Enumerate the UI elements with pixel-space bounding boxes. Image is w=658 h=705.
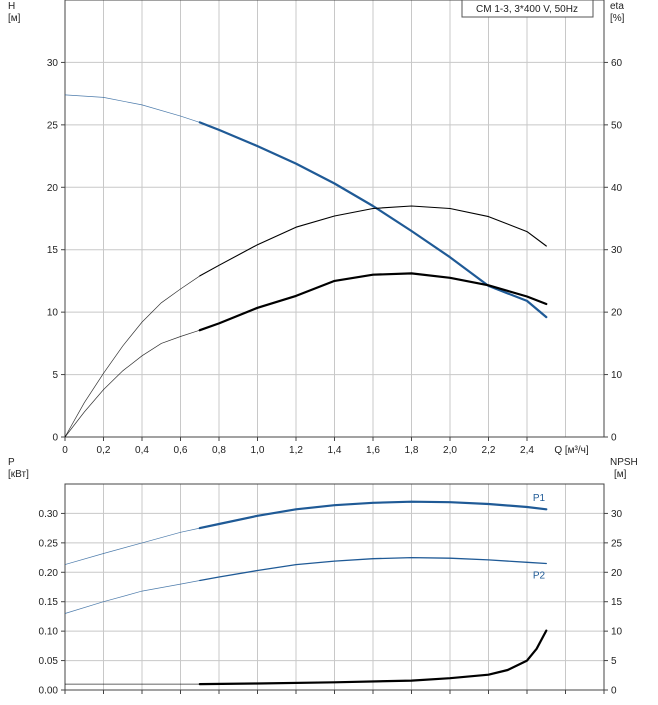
y-tick-label-right: 5 <box>611 656 617 667</box>
y-tick-label-right: 30 <box>611 245 623 256</box>
x-tick-label: 1,4 <box>328 445 342 456</box>
y-tick-label-left: 0.05 <box>39 656 59 667</box>
series-line-h <box>198 121 548 319</box>
x-tick-label: 1,6 <box>366 445 380 456</box>
y-axis-label-right: eta <box>610 1 624 12</box>
y-tick-label-left: 0.10 <box>39 627 59 638</box>
y-tick-label-right: 30 <box>611 509 623 520</box>
y-tick-label-right: 20 <box>611 308 623 319</box>
y-tick-label-right: 15 <box>611 597 623 608</box>
y-tick-label-left: 0.30 <box>39 509 59 520</box>
x-tick-label: 0,6 <box>174 445 188 456</box>
series-line-p1 <box>198 500 548 530</box>
x-tick-label: 1,0 <box>251 445 265 456</box>
y-tick-label-left: 20 <box>47 183 59 194</box>
y-axis-label-left: P <box>8 457 15 468</box>
y-tick-label-left: 15 <box>47 245 59 256</box>
y-tick-label-right: 60 <box>611 58 623 69</box>
x-tick-label: 0 <box>62 445 68 456</box>
title-box <box>461 0 594 18</box>
y-tick-label-right: 50 <box>611 120 623 131</box>
y-tick-label-left: 0.25 <box>39 538 59 549</box>
y-tick-label-left: 25 <box>47 120 59 131</box>
y-axis-label-right: NPSH <box>610 457 638 468</box>
series-line-h-extended <box>64 94 200 123</box>
y-tick-label-left: 10 <box>47 308 59 319</box>
y-tick-label-right: 0 <box>611 433 617 444</box>
y-tick-label-left: 30 <box>47 58 59 69</box>
y-axis-unit-right: [м] <box>614 469 627 480</box>
chart-title: CM 1-3, 3*400 V, 50Hz <box>476 4 578 15</box>
y-tick-label-right: 10 <box>611 627 623 638</box>
x-tick-label: 2,2 <box>482 445 496 456</box>
y-axis-label-left: H <box>8 1 15 12</box>
series-line-p2 <box>199 556 547 582</box>
series-line-p1-extended <box>64 527 200 565</box>
x-tick-label: 0,8 <box>212 445 226 456</box>
x-tick-label: 1,2 <box>289 445 303 456</box>
series-line-npsh <box>198 629 548 686</box>
y-tick-label-left: 0.00 <box>39 686 59 697</box>
y-tick-label-left: 5 <box>52 370 58 381</box>
y-axis-unit-left: [кВт] <box>8 469 29 480</box>
y-tick-label-right: 0 <box>611 686 617 697</box>
x-tick-label: 0,2 <box>97 445 111 456</box>
y-tick-label-right: 20 <box>611 568 623 579</box>
series-line-eta <box>198 272 548 332</box>
y-tick-label-left: 0.20 <box>39 568 59 579</box>
series-label-p1: P1 <box>533 493 546 504</box>
x-tick-label: 0,4 <box>135 445 149 456</box>
y-axis-unit-left: [м] <box>8 13 21 24</box>
series-label-p2: P2 <box>533 570 546 581</box>
series-line-eta-upper-extended <box>64 275 200 438</box>
y-tick-label-left: 0.15 <box>39 597 59 608</box>
y-tick-label-right: 25 <box>611 538 623 549</box>
series-line-eta-extended <box>64 329 200 438</box>
y-tick-label-right: 10 <box>611 370 623 381</box>
x-axis-label: Q [м³/ч] <box>554 445 589 456</box>
series-line-eta-upper <box>199 205 547 277</box>
x-tick-label: 2,4 <box>520 445 534 456</box>
x-tick-label: 2,0 <box>443 445 457 456</box>
y-tick-label-right: 40 <box>611 183 623 194</box>
y-axis-unit-right: [%] <box>610 13 625 24</box>
y-tick-label-left: 0 <box>52 433 58 444</box>
series-line-p2-extended <box>64 580 200 614</box>
x-tick-label: 1,8 <box>405 445 419 456</box>
